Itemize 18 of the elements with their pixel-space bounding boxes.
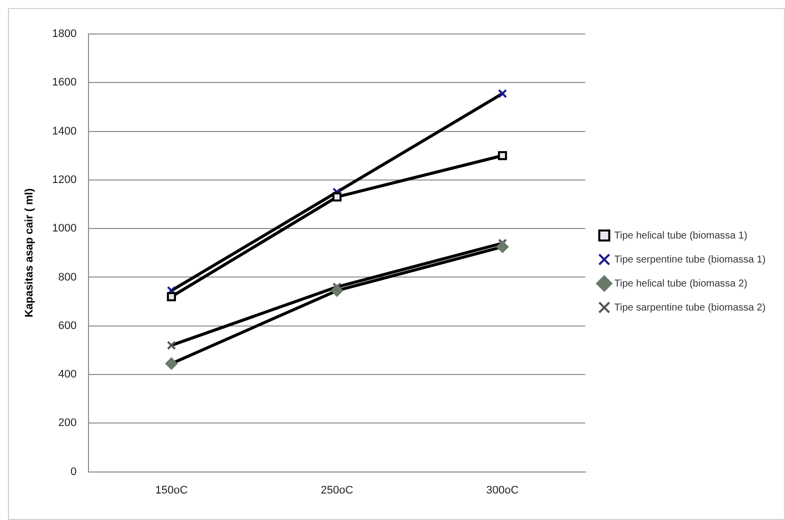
y-axis-title: Kapasitas asap cair ( ml) — [24, 188, 36, 318]
x-tick-label: 300oC — [486, 484, 519, 496]
y-tick-label: 200 — [58, 417, 77, 430]
legend-label: Tipe helical tube (biomassa 1) — [614, 230, 748, 242]
y-tick-label: 1400 — [52, 125, 77, 138]
legend-label: Tipe sarpentine tube (biomassa 2) — [614, 302, 766, 314]
x-tick-label: 250oC — [320, 484, 354, 496]
y-tick-label: 600 — [58, 320, 77, 332]
y-tick-label: 400 — [58, 368, 77, 381]
y-tick-label: 1200 — [52, 174, 77, 186]
y-tick-label: 1600 — [52, 76, 77, 89]
y-tick-label: 1000 — [52, 222, 77, 235]
x-tick-label: 150oC — [155, 484, 188, 496]
y-tick-label: 1800 — [52, 28, 77, 40]
y-tick-label: 0 — [70, 466, 77, 478]
legend-label: Tipe serpentine tube (biomassa 1) — [614, 254, 766, 266]
y-tick-label: 800 — [58, 271, 77, 284]
legend-label: Tipe helical tube (biomassa 2) — [614, 278, 748, 290]
